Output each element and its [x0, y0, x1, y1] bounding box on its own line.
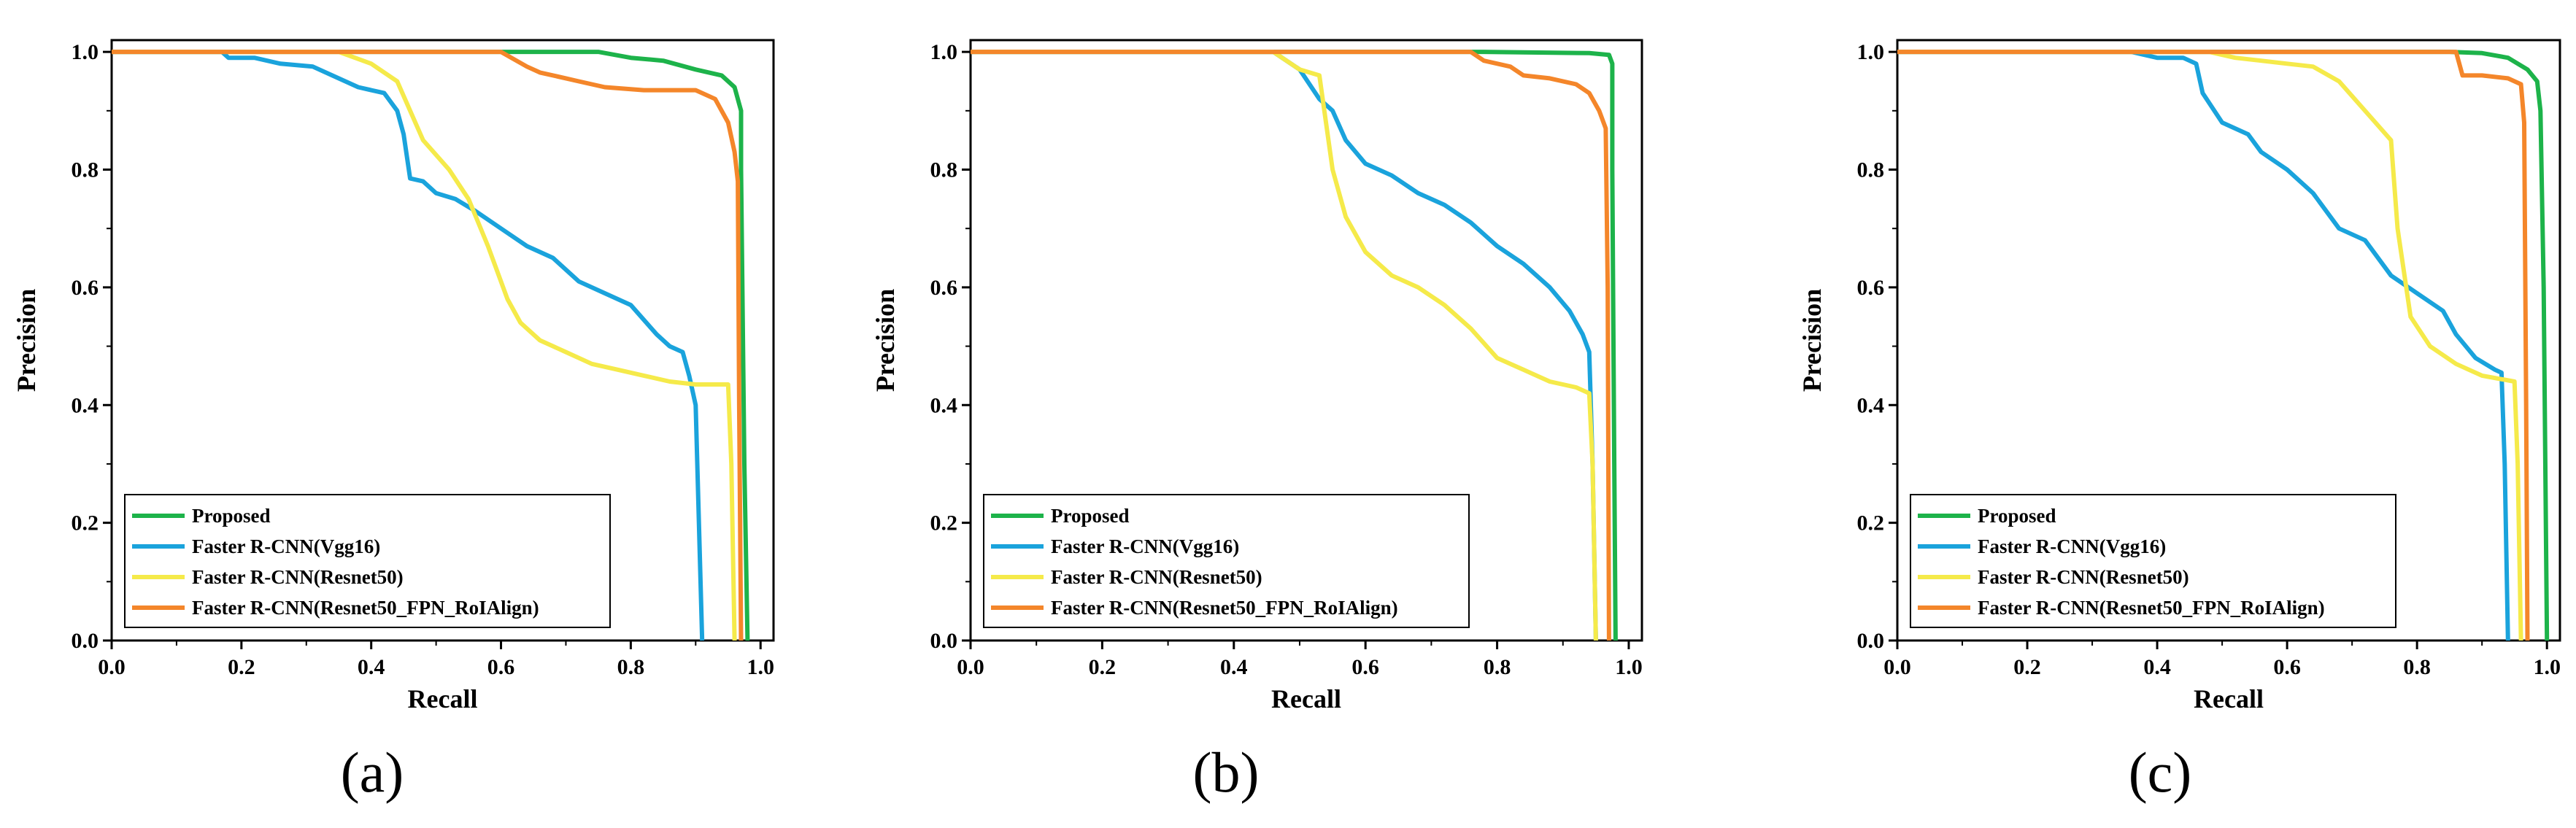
plot-frame	[110, 39, 775, 642]
legend: Proposed Faster R-CNN(Vgg16) Faster R-CNN(…	[124, 494, 611, 628]
x-tick-label: 0.2	[1089, 655, 1117, 679]
y-axis-label: Precision	[12, 289, 41, 392]
plot-frame	[1896, 39, 2561, 642]
y-tick-label: 0.6	[930, 276, 958, 300]
y-axis-label: Precision	[871, 289, 900, 392]
y-tick-label: 0.0	[1857, 629, 1885, 653]
chart-panel-2: 0.0 0.2 0.4 0.6 0.8 1.0 0.0 0.2 0.4 0.6 0.8 1.0 Reca…	[871, 39, 1643, 713]
y-tick-label: 0.2	[930, 511, 958, 535]
series-line-3	[112, 50, 737, 641]
legend-label: Proposed	[1051, 505, 1130, 527]
legend-box	[1910, 494, 2396, 628]
x-tick-label: 0.0	[98, 655, 126, 679]
x-tick-label: 0.2	[2013, 655, 2041, 679]
legend-label: Faster R-CNN(Resnet50)	[1978, 566, 2189, 588]
y-tick-label: 0.0	[930, 629, 958, 653]
x-tick-label: 0.8	[617, 655, 645, 679]
legend-label: Faster R-CNN(Resnet50_FPN_RoIAlign)	[1978, 597, 2325, 619]
x-tick-label: 0.4	[2143, 655, 2171, 679]
y-tick-label: 0.8	[930, 158, 958, 182]
y-tick-label: 0.6	[1857, 276, 1885, 300]
series-line-4	[1897, 50, 2530, 641]
x-tick-label: 1.0	[1615, 655, 1643, 679]
y-tick-label: 0.0	[72, 629, 99, 653]
plot-frame	[969, 39, 1643, 642]
x-tick-label: 0.0	[957, 655, 984, 679]
legend-label: Faster R-CNN(Resnet50)	[1051, 566, 1262, 588]
x-tick-label: 1.0	[2533, 655, 2561, 679]
series-line-2	[112, 50, 705, 641]
legend-box	[124, 494, 611, 628]
series-line-1	[1897, 50, 2550, 641]
y-tick-label: 0.4	[1857, 393, 1885, 417]
x-tick-label: 1.0	[747, 655, 774, 679]
panel-label: (b)	[1193, 740, 1260, 804]
y-tick-label: 0.8	[72, 158, 99, 182]
legend-box	[983, 494, 1470, 628]
x-tick-label: 0.6	[2273, 655, 2301, 679]
y-tick-label: 0.8	[1857, 158, 1885, 182]
x-axis-label: Recall	[1271, 684, 1341, 713]
series-line-4	[971, 50, 1611, 641]
series-line-2	[1897, 50, 2510, 641]
legend-label: Faster R-CNN(Resnet50_FPN_RoIAlign)	[1051, 597, 1398, 619]
series-line-3	[971, 50, 1598, 641]
panel-label: (c)	[2129, 740, 2192, 804]
y-tick-label: 1.0	[72, 40, 99, 64]
y-tick-label: 0.4	[72, 393, 99, 417]
x-tick-label: 0.6	[1351, 655, 1379, 679]
series-line-3	[1897, 50, 2523, 641]
y-tick-label: 1.0	[1857, 40, 1885, 64]
legend-label: Proposed	[1978, 505, 2056, 527]
y-axis-label: Precision	[1797, 289, 1827, 392]
x-tick-label: 0.6	[487, 655, 515, 679]
series-line-1	[112, 50, 750, 641]
chart-panel-1: 0.0 0.2 0.4 0.6 0.8 1.0 0.0 0.2 0.4 0.6 0.8 1.0 Reca…	[12, 39, 775, 713]
legend: Proposed Faster R-CNN(Vgg16) Faster R-CNN(…	[983, 494, 1470, 628]
x-tick-label: 0.8	[2403, 655, 2431, 679]
x-axis-label: Recall	[2194, 684, 2264, 713]
x-axis-label: Recall	[408, 684, 478, 713]
legend-label: Proposed	[192, 505, 271, 527]
series-line-1	[971, 50, 1618, 641]
x-tick-label: 0.0	[1883, 655, 1911, 679]
y-tick-label: 1.0	[930, 40, 958, 64]
legend-label: Faster R-CNN(Vgg16)	[192, 535, 380, 557]
x-tick-label: 0.4	[1220, 655, 1248, 679]
x-tick-label: 0.2	[228, 655, 255, 679]
legend-label: Faster R-CNN(Resnet50)	[192, 566, 404, 588]
x-tick-label: 0.8	[1484, 655, 1511, 679]
legend-label: Faster R-CNN(Vgg16)	[1051, 535, 1239, 557]
panel-label: (a)	[341, 740, 404, 804]
y-tick-label: 0.2	[1857, 511, 1885, 535]
y-tick-label: 0.2	[72, 511, 99, 535]
legend-label: Faster R-CNN(Resnet50_FPN_RoIAlign)	[192, 597, 539, 619]
legend-label: Faster R-CNN(Vgg16)	[1978, 535, 2166, 557]
chart-panel-3: 0.0 0.2 0.4 0.6 0.8 1.0 0.0 0.2 0.4 0.6 0.8 1.0 Reca…	[1797, 39, 2561, 713]
y-tick-label: 0.6	[72, 276, 99, 300]
series-line-4	[112, 50, 744, 641]
series-line-2	[971, 50, 1598, 641]
x-tick-label: 0.4	[358, 655, 385, 679]
y-tick-label: 0.4	[930, 393, 958, 417]
legend: Proposed Faster R-CNN(Vgg16) Faster R-CNN(…	[1910, 494, 2396, 628]
